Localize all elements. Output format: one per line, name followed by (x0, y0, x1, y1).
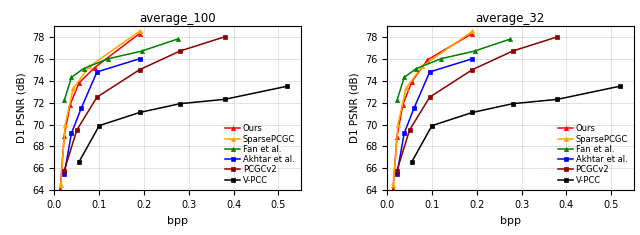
V-PCC (76, 161, 83, 163)
Fan et al. (138, 50, 146, 52)
SparsePCGC (390, 184, 397, 186)
SparsePCGC (86, 65, 93, 68)
PCGCv2 (426, 96, 433, 98)
X-axis label: bpp: bpp (500, 216, 521, 226)
Legend: Ours, SparsePCGC, Fan et al., Akhtar et al., PCGCv2, V-PCC: Ours, SparsePCGC, Fan et al., Akhtar et … (223, 123, 297, 186)
PCGCv2 (221, 35, 228, 38)
Line: V-PCC: V-PCC (77, 84, 289, 164)
Akhtar et al. (426, 70, 433, 73)
V-PCC (616, 85, 624, 88)
Ours (136, 32, 143, 35)
Akhtar et al. (468, 57, 476, 60)
Ours (389, 188, 397, 191)
Ours (56, 188, 64, 191)
Akhtar et al. (136, 57, 143, 60)
Line: PCGCv2: PCGCv2 (395, 35, 559, 173)
PCGCv2 (509, 50, 516, 52)
Line: Ours: Ours (58, 31, 141, 191)
Ours (76, 82, 83, 84)
V-PCC (95, 124, 103, 127)
Akhtar et al. (410, 107, 418, 110)
Ours (393, 135, 401, 138)
X-axis label: bpp: bpp (167, 216, 188, 226)
Title: average_100: average_100 (140, 12, 216, 25)
Fan et al. (412, 67, 420, 70)
Ours (468, 32, 476, 35)
PCGCv2 (60, 169, 68, 172)
Line: Akhtar et al.: Akhtar et al. (62, 57, 141, 176)
Akhtar et al. (60, 172, 68, 175)
Fan et al. (470, 50, 478, 52)
PCGCv2 (393, 169, 401, 172)
Akhtar et al. (401, 132, 408, 135)
PCGCv2 (73, 129, 81, 131)
V-PCC (176, 102, 184, 105)
SparsePCGC (57, 184, 65, 186)
SparsePCGC (61, 123, 69, 126)
Y-axis label: D1 PSNR (dB): D1 PSNR (dB) (17, 73, 27, 143)
Line: Akhtar et al.: Akhtar et al. (395, 57, 474, 176)
PCGCv2 (176, 50, 184, 52)
V-PCC (221, 98, 228, 101)
Line: V-PCC: V-PCC (410, 84, 622, 164)
Akhtar et al. (93, 70, 101, 73)
Fan et al. (437, 57, 445, 60)
SparsePCGC (394, 123, 402, 126)
PCGCv2 (93, 96, 101, 98)
Legend: Ours, SparsePCGC, Fan et al., Akhtar et al., PCGCv2, V-PCC: Ours, SparsePCGC, Fan et al., Akhtar et … (556, 123, 629, 186)
Fan et al. (393, 99, 401, 102)
Line: Fan et al.: Fan et al. (395, 37, 513, 102)
Line: Fan et al.: Fan et al. (62, 37, 180, 102)
SparsePCGC (468, 30, 476, 33)
Ours (424, 59, 431, 61)
Ours (399, 103, 406, 106)
PCGCv2 (468, 68, 476, 71)
V-PCC (428, 124, 436, 127)
PCGCv2 (554, 35, 561, 38)
Fan et al. (401, 76, 408, 79)
V-PCC (554, 98, 561, 101)
SparsePCGC (69, 87, 77, 90)
PCGCv2 (136, 68, 143, 71)
SparsePCGC (136, 30, 143, 33)
Line: PCGCv2: PCGCv2 (62, 35, 227, 173)
Line: Ours: Ours (391, 31, 474, 191)
V-PCC (408, 161, 415, 163)
Ours (408, 80, 415, 83)
V-PCC (468, 111, 476, 114)
Fan et al. (506, 38, 514, 40)
PCGCv2 (406, 129, 413, 131)
Akhtar et al. (77, 107, 85, 110)
Title: average_32: average_32 (476, 12, 545, 25)
SparsePCGC (419, 65, 426, 68)
Line: SparsePCGC: SparsePCGC (59, 29, 141, 187)
Fan et al. (174, 38, 182, 40)
Fan et al. (104, 57, 112, 60)
Ours (91, 66, 99, 69)
Fan et al. (68, 76, 76, 79)
V-PCC (284, 85, 291, 88)
SparsePCGC (402, 87, 410, 90)
V-PCC (509, 102, 516, 105)
Ours (67, 103, 74, 106)
Fan et al. (80, 67, 88, 70)
Akhtar et al. (68, 132, 76, 135)
Line: SparsePCGC: SparsePCGC (391, 29, 474, 187)
V-PCC (136, 111, 143, 114)
Y-axis label: D1 PSNR (dB): D1 PSNR (dB) (349, 73, 359, 143)
Fan et al. (60, 99, 68, 102)
Ours (60, 134, 68, 137)
Akhtar et al. (393, 172, 401, 175)
